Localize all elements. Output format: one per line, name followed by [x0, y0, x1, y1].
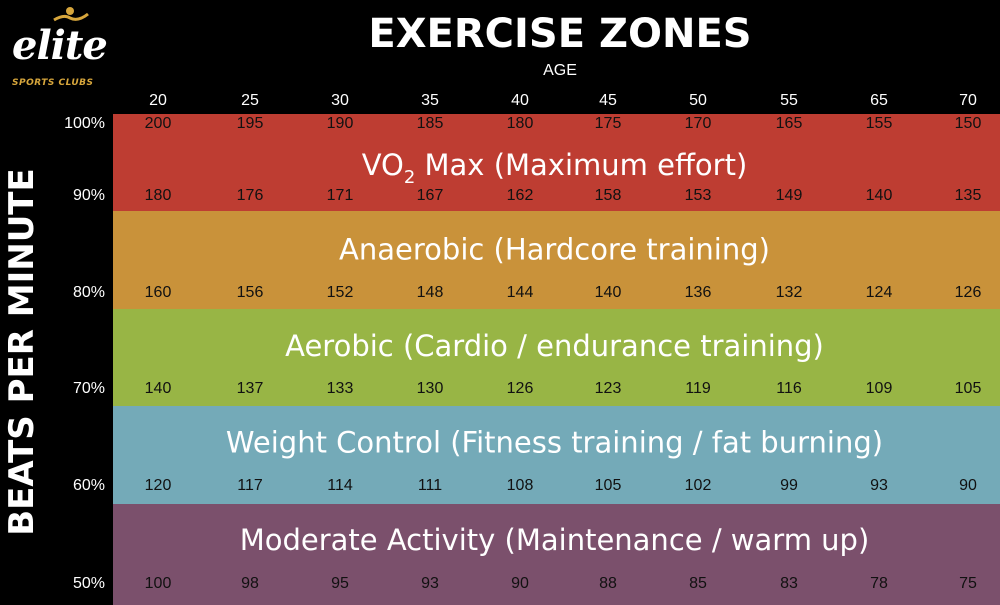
bpm-value: 195: [237, 115, 264, 132]
percent-level-label: 70%: [73, 380, 105, 397]
bpm-value: 132: [776, 284, 803, 301]
bpm-value: 120: [145, 477, 172, 494]
brand-tagline: SPORTS CLUBS: [12, 78, 94, 88]
bpm-value: 180: [507, 115, 534, 132]
zone-name-label: VO2 Max (Maximum effort): [362, 148, 748, 188]
bpm-value: 105: [595, 477, 622, 494]
bpm-value: 176: [237, 187, 264, 204]
bpm-value: 100: [145, 575, 172, 592]
percent-level-label: 90%: [73, 187, 105, 204]
bpm-value: 124: [866, 284, 893, 301]
bpm-value: 126: [507, 380, 534, 397]
bpm-value: 114: [327, 477, 353, 494]
bpm-value: 133: [327, 380, 354, 397]
bpm-value: 75: [959, 575, 977, 592]
zone-band: [113, 504, 1000, 605]
bpm-value: 108: [507, 477, 534, 494]
age-tick-label: 20: [149, 92, 167, 109]
runner-figure-icon: [53, 7, 89, 22]
bpm-value: 140: [145, 380, 172, 397]
bpm-value: 83: [780, 575, 798, 592]
age-tick-label: 70: [959, 92, 977, 109]
bpm-value: 160: [145, 284, 172, 301]
bpm-value: 150: [955, 115, 982, 132]
bpm-value: 153: [685, 187, 712, 204]
bpm-value: 130: [417, 380, 444, 397]
percent-level-label: 60%: [73, 477, 105, 494]
chart-title: EXERCISE ZONES: [368, 11, 752, 57]
age-tick-label: 65: [870, 92, 888, 109]
age-tick-label: 55: [780, 92, 798, 109]
bpm-value: 137: [237, 380, 264, 397]
zone-name-label: Weight Control (Fitness training / fat b…: [226, 426, 883, 460]
bpm-value: 105: [955, 380, 982, 397]
bpm-value: 123: [595, 380, 622, 397]
age-tick-label: 35: [421, 92, 439, 109]
age-tick-label: 40: [511, 92, 529, 109]
bpm-value: 102: [685, 477, 712, 494]
x-axis-label: AGE: [543, 62, 577, 79]
bpm-value: 90: [511, 575, 529, 592]
percent-level-label: 50%: [73, 575, 105, 592]
zone-name-label: Anaerobic (Hardcore training): [339, 233, 770, 267]
zone-band: [113, 114, 1000, 211]
bpm-value: 140: [595, 284, 622, 301]
zone-band: [113, 309, 1000, 406]
bpm-value: 119: [685, 380, 711, 397]
bpm-value: 162: [507, 187, 534, 204]
zone-band: [113, 406, 1000, 504]
bpm-value: 165: [776, 115, 803, 132]
age-tick-label: 25: [241, 92, 259, 109]
bpm-value: 93: [421, 575, 439, 592]
bpm-value: 144: [507, 284, 534, 301]
bpm-value: 200: [145, 115, 172, 132]
zone-name-label: Aerobic (Cardio / endurance training): [285, 329, 824, 363]
bpm-value: 78: [870, 575, 888, 592]
bpm-value: 180: [145, 187, 172, 204]
bpm-value: 93: [870, 477, 888, 494]
bpm-value: 136: [685, 284, 712, 301]
bpm-value: 140: [866, 187, 893, 204]
bpm-value: 152: [327, 284, 354, 301]
bpm-value: 175: [595, 115, 622, 132]
bpm-value: 117: [237, 477, 263, 494]
bpm-value: 158: [595, 187, 622, 204]
bpm-value: 148: [417, 284, 444, 301]
bpm-value: 99: [780, 477, 798, 494]
bpm-value: 190: [327, 115, 354, 132]
percent-level-label: 80%: [73, 284, 105, 301]
bpm-value: 171: [327, 187, 354, 204]
brand-name: elite: [12, 22, 108, 69]
age-tick-label: 30: [331, 92, 349, 109]
zone-band: [113, 211, 1000, 309]
bpm-value: 95: [331, 575, 349, 592]
bpm-value: 167: [417, 187, 444, 204]
bpm-value: 85: [689, 575, 707, 592]
bpm-value: 149: [776, 187, 803, 204]
percent-level-label: 100%: [64, 115, 105, 132]
bpm-value: 185: [417, 115, 444, 132]
age-tick-label: 50: [689, 92, 707, 109]
bpm-value: 155: [866, 115, 893, 132]
zone-name-label: Moderate Activity (Maintenance / warm up…: [240, 523, 870, 557]
bpm-value: 109: [866, 380, 893, 397]
age-tick-label: 45: [599, 92, 617, 109]
bpm-value: 116: [776, 380, 802, 397]
bpm-value: 156: [237, 284, 264, 301]
bpm-value: 135: [955, 187, 982, 204]
bpm-value: 88: [599, 575, 617, 592]
brand-logo: elite SPORTS CLUBS: [4, 6, 116, 92]
bpm-value: 90: [959, 477, 977, 494]
bpm-value: 111: [418, 477, 442, 494]
bpm-value: 98: [241, 575, 259, 592]
bpm-value: 170: [685, 115, 712, 132]
bpm-value: 126: [955, 284, 982, 301]
